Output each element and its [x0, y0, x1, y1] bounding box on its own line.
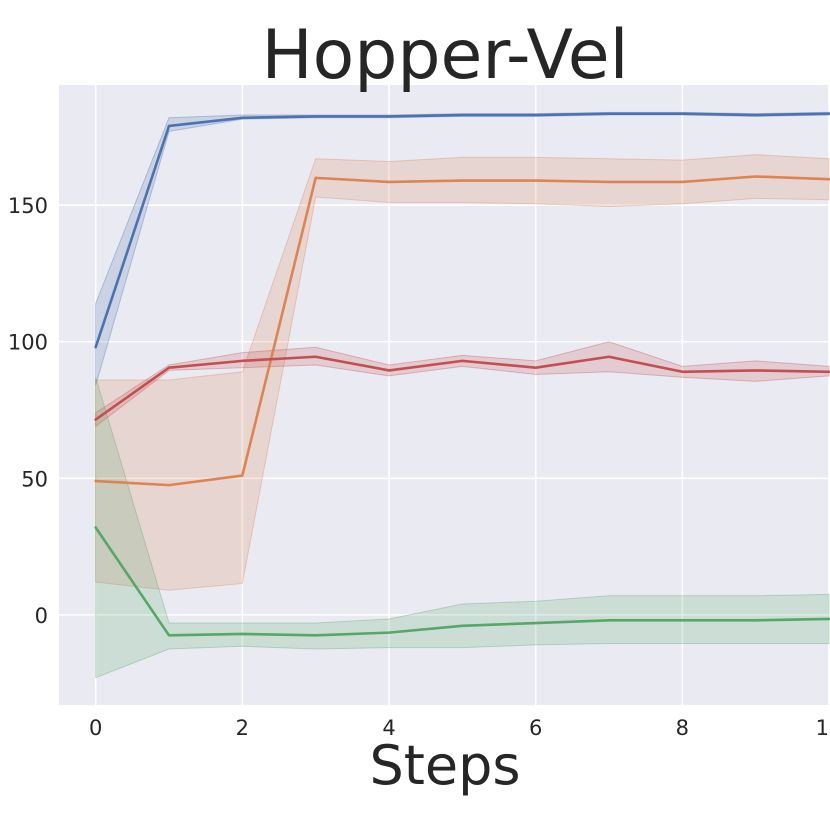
x-tick-label: 6: [529, 716, 542, 740]
x-tick-label: 4: [382, 716, 395, 740]
series-lines: [94, 112, 830, 637]
grid: [59, 85, 830, 705]
x-tick-label: 8: [676, 716, 689, 740]
series-2-band: [95, 154, 830, 591]
y-tick-label: 150: [8, 194, 48, 218]
series-4-line: [94, 526, 830, 637]
x-tick-label: 0: [89, 716, 102, 740]
x-axis-label: Steps: [369, 734, 520, 797]
chart-title: Hopper-Vel: [261, 16, 628, 95]
y-tick-label: 50: [21, 467, 48, 491]
y-tick-label: 100: [8, 331, 48, 355]
y-tick-label: 0: [35, 604, 48, 628]
x-tick-label: 2: [236, 716, 249, 740]
series-4-band: [95, 377, 830, 679]
tick-labels: 0246810050100150: [8, 194, 830, 740]
confidence-bands: [95, 111, 830, 679]
series-3-band: [95, 341, 830, 428]
series-1-line: [94, 112, 830, 349]
x-tick-label: 10: [816, 716, 830, 740]
series-1-band: [95, 111, 830, 386]
series-3-line: [94, 355, 830, 421]
series-2-line: [94, 175, 830, 487]
plot-area: [59, 85, 829, 705]
